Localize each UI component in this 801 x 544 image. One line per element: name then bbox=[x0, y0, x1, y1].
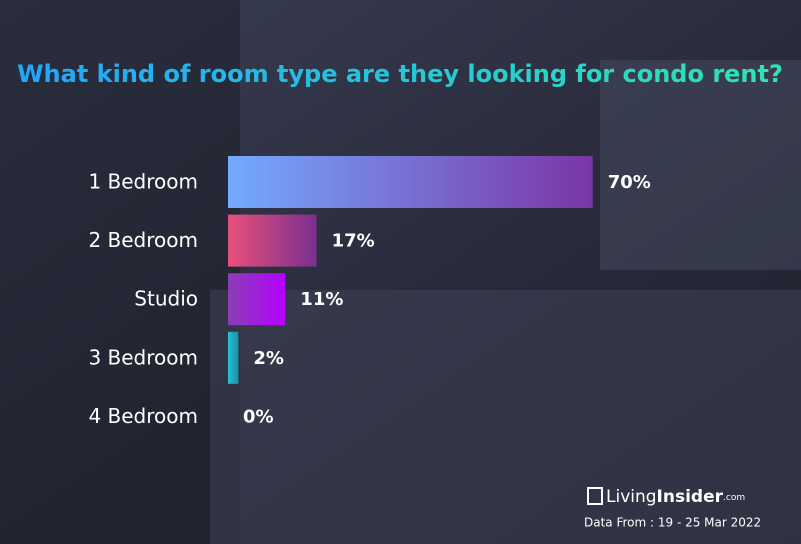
value-label: 2% bbox=[253, 348, 284, 369]
brand: LivingInsider.com bbox=[606, 487, 745, 507]
curtain bbox=[0, 0, 240, 544]
brand-name-bold: Insider bbox=[657, 487, 724, 507]
category-label: 1 Bedroom bbox=[88, 170, 198, 194]
bar bbox=[228, 331, 239, 384]
bar bbox=[228, 273, 286, 326]
category-label: 4 Bedroom bbox=[88, 404, 198, 428]
logo: LivingInsider.com bbox=[587, 487, 745, 507]
bar bbox=[228, 156, 593, 208]
category-label: 2 Bedroom bbox=[88, 228, 198, 252]
category-label: Studio bbox=[134, 287, 198, 311]
sofa bbox=[210, 290, 801, 544]
source-note: Data From : 19 - 25 Mar 2022 bbox=[584, 516, 761, 530]
category-label: 3 Bedroom bbox=[88, 345, 198, 369]
window bbox=[600, 60, 801, 270]
brand-suffix: .com bbox=[723, 493, 745, 503]
logo-icon bbox=[587, 487, 603, 505]
value-label: 0% bbox=[243, 406, 274, 427]
chart-title: What kind of room type are they looking … bbox=[17, 60, 783, 88]
value-label: 17% bbox=[332, 231, 375, 252]
brand-name: Living bbox=[606, 487, 657, 507]
value-label: 70% bbox=[608, 172, 651, 193]
bar bbox=[228, 214, 317, 267]
value-label: 11% bbox=[300, 289, 343, 310]
